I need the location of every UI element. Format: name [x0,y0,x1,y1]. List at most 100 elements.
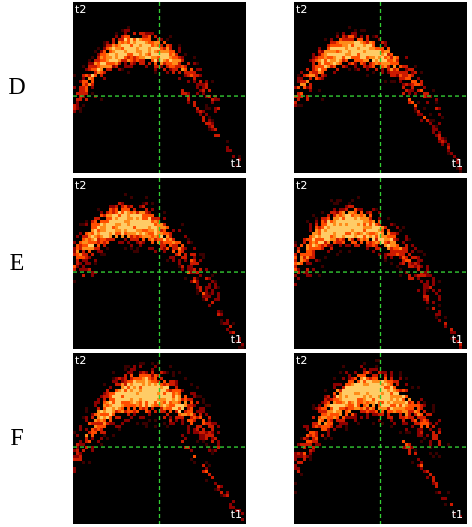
density-cell [166,425,169,428]
density-cell [142,35,145,38]
density-cell [91,220,94,223]
density-cell [372,226,375,229]
density-cell [127,208,130,211]
density-cell [178,65,181,68]
density-cell [106,407,109,410]
density-cell [396,265,399,268]
density-cell [79,440,82,443]
density-cell [97,208,100,211]
density-cell [142,362,145,365]
density-cell [333,214,336,217]
density-cell [411,277,414,280]
density-cell [163,50,166,53]
density-cell [109,62,112,65]
density-cell [333,401,336,404]
density-cell [360,386,363,389]
density-cell [148,398,151,401]
density-cell [327,431,330,434]
density-cell [384,392,387,395]
density-cell [82,104,85,107]
density-cell [109,223,112,226]
density-cell [193,62,196,65]
density-cell [232,322,235,325]
density-cell [333,53,336,56]
density-cell [333,404,336,407]
density-cell [154,395,157,398]
density-cell [109,65,112,68]
density-cell [402,247,405,250]
density-cell [139,416,142,419]
density-cell [369,392,372,395]
density-cell [330,44,333,47]
density-cell [76,443,79,446]
density-cell [432,131,435,134]
density-cell [127,223,130,226]
density-cell [417,464,420,467]
density-cell [420,404,423,407]
density-cell [387,241,390,244]
density-cell [354,235,357,238]
density-cell [94,223,97,226]
density-cell [142,53,145,56]
density-cell [112,56,115,59]
density-cell [190,449,193,452]
density-cell [181,56,184,59]
density-cell [321,68,324,71]
density-cell [372,241,375,244]
density-cell [438,289,441,292]
density-cell [369,41,372,44]
density-cell [85,407,88,410]
density-cell [342,235,345,238]
density-cell [366,59,369,62]
density-cell [73,467,76,470]
density-cell [85,238,88,241]
density-cell [124,59,127,62]
density-cell [372,383,375,386]
density-cell [121,407,124,410]
density-cell [372,71,375,74]
density-cell [381,401,384,404]
density-cell [217,488,220,491]
density-cell [73,247,76,250]
density-cell [136,247,139,250]
density-cell [106,56,109,59]
density-cell [396,74,399,77]
density-cell [315,65,318,68]
density-cell [112,434,115,437]
density-cell [312,247,315,250]
density-cell [402,256,405,259]
density-cell [151,398,154,401]
density-cell [112,226,115,229]
density-cell [154,71,157,74]
density-cell [363,44,366,47]
density-cell [160,392,163,395]
density-cell [426,295,429,298]
density-cell [124,401,127,404]
density-cell [160,401,163,404]
density-cell [306,256,309,259]
density-cell [226,319,229,322]
density-cell [354,392,357,395]
density-cell [294,455,297,458]
density-cell [121,226,124,229]
density-cell [354,401,357,404]
density-cell [97,53,100,56]
density-cell [124,193,127,196]
density-cell [214,286,217,289]
density-cell [387,253,390,256]
density-cell [414,92,417,95]
density-cell [109,68,112,71]
density-cell [121,56,124,59]
density-cell [423,298,426,301]
density-cell [112,38,115,41]
density-cell [336,47,339,50]
density-cell [166,50,169,53]
density-cell [103,214,106,217]
density-cell [124,404,127,407]
density-cell [181,223,184,226]
density-cell [402,65,405,68]
density-cell [199,74,202,77]
density-cell [414,265,417,268]
density-cell [121,395,124,398]
density-cell [426,425,429,428]
